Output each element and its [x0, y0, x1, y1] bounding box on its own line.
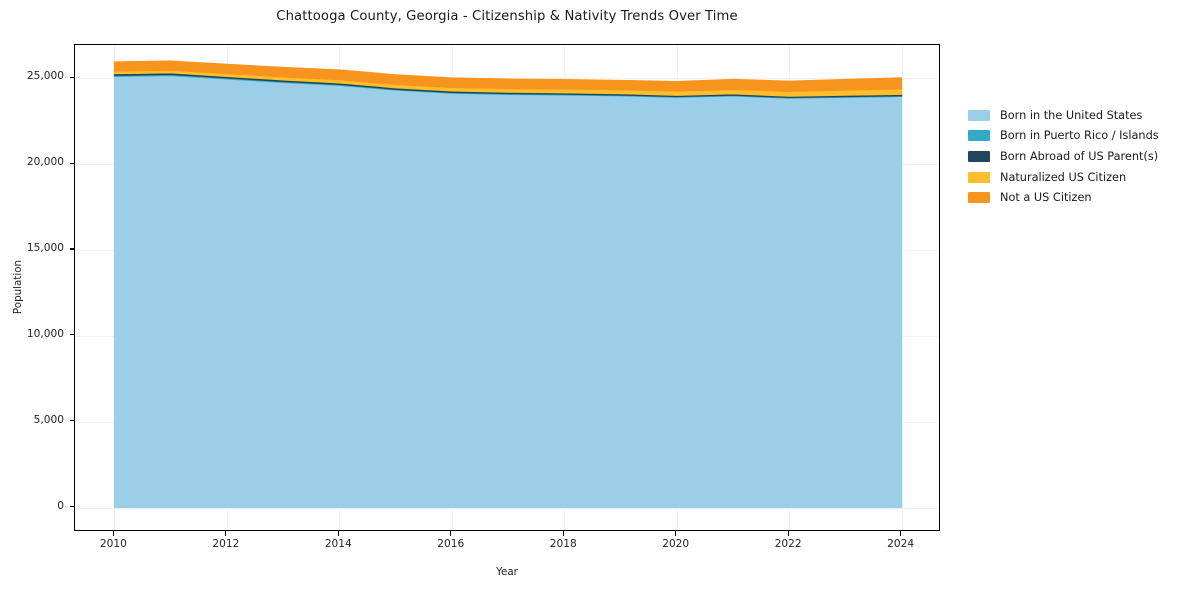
legend-color-swatch — [968, 109, 990, 121]
legend-color-swatch — [968, 192, 990, 204]
y-tick-mark — [69, 76, 74, 78]
y-tick-mark — [69, 420, 74, 422]
legend-item-label: Born Abroad of US Parent(s) — [1000, 149, 1159, 163]
legend-color-swatch — [968, 150, 990, 162]
chart-legend: Born in the United States Born in Puerto … — [968, 105, 1183, 208]
x-tick-label: 2010 — [99, 538, 127, 550]
legend-item[interactable]: Born Abroad of US Parent(s) — [968, 146, 1183, 167]
x-tick-label: 2012 — [212, 538, 240, 550]
plot-area — [74, 44, 940, 531]
x-tick-label: 2024 — [887, 538, 915, 550]
area-band — [113, 60, 903, 92]
x-tick-label: 2018 — [549, 538, 577, 550]
legend-item[interactable]: Naturalized US Citizen — [968, 167, 1183, 188]
y-tick-mark — [69, 334, 74, 336]
x-tick-mark — [787, 531, 789, 536]
y-tick-label: 25,000 — [26, 70, 64, 83]
legend-color-swatch — [968, 171, 990, 183]
y-axis-label: Population — [12, 259, 24, 315]
x-tick-label: 2020 — [662, 538, 690, 550]
x-tick-mark — [450, 531, 452, 536]
legend-item[interactable]: Born in Puerto Rico / Islands — [968, 126, 1183, 147]
x-tick-mark — [337, 531, 339, 536]
chart-title: Chattooga County, Georgia - Citizenship … — [276, 9, 738, 24]
legend-item-label: Born in Puerto Rico / Islands — [1000, 129, 1159, 143]
legend-item[interactable]: Not a US Citizen — [968, 187, 1183, 208]
x-tick-mark — [562, 531, 564, 536]
y-tick-mark — [69, 248, 74, 250]
legend-item-label: Born in the United States — [1000, 108, 1143, 122]
y-tick-mark — [69, 506, 74, 508]
y-tick-label: 0 — [57, 499, 64, 512]
y-tick-label: 15,000 — [26, 241, 64, 254]
stacked-area-plot — [113, 60, 903, 509]
y-tick-label: 20,000 — [26, 156, 64, 169]
x-tick-label: 2016 — [437, 538, 465, 550]
y-tick-label: 5,000 — [33, 413, 64, 426]
x-tick-mark — [900, 531, 902, 536]
y-tick-mark — [69, 162, 74, 164]
legend-color-swatch — [968, 130, 990, 142]
y-tick-label: 10,000 — [26, 327, 64, 340]
x-tick-mark — [675, 531, 677, 536]
legend-item-label: Naturalized US Citizen — [1000, 170, 1127, 184]
x-tick-label: 2022 — [774, 538, 802, 550]
x-tick-mark — [112, 531, 114, 536]
legend-item-label: Not a US Citizen — [1000, 191, 1092, 205]
x-tick-mark — [225, 531, 227, 536]
area-band — [113, 75, 903, 509]
x-tick-label: 2014 — [324, 538, 352, 550]
x-axis-label: Year — [496, 566, 518, 578]
legend-item[interactable]: Born in the United States — [968, 105, 1183, 126]
